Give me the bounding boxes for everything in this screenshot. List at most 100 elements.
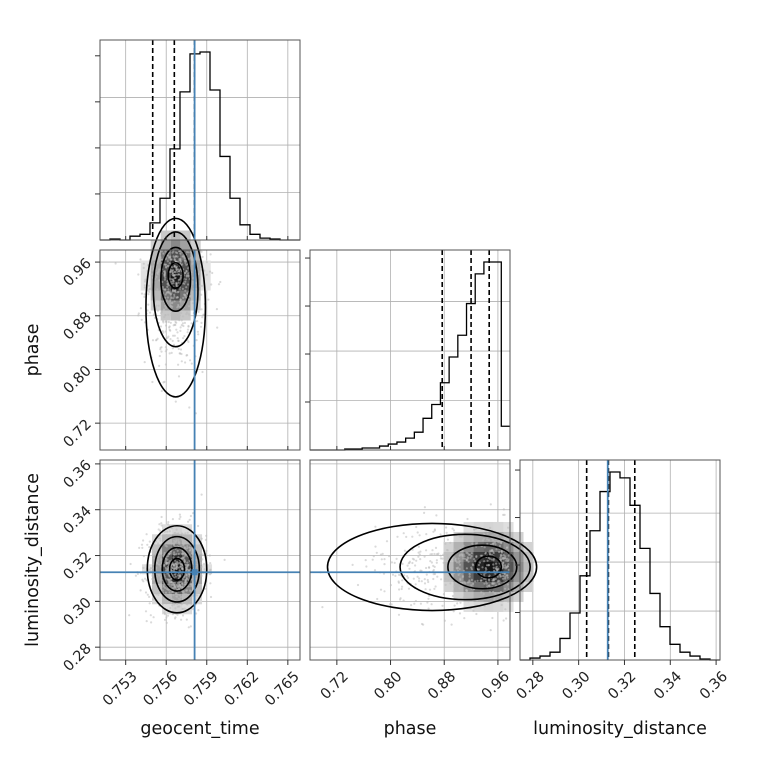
density-cell	[463, 561, 474, 572]
sample-point	[452, 610, 455, 613]
sample-point	[142, 580, 145, 583]
sample-point	[470, 555, 473, 558]
sample-point	[418, 580, 421, 583]
density-cell	[493, 561, 504, 572]
sample-point	[155, 338, 158, 341]
sample-point	[141, 578, 144, 581]
sample-point	[169, 258, 172, 261]
sample-point	[196, 546, 199, 550]
sample-point	[181, 608, 184, 611]
sample-point	[162, 584, 165, 588]
sample-point	[172, 334, 175, 337]
sample-point	[427, 566, 431, 569]
sample-point	[157, 298, 160, 301]
sample-point	[163, 553, 166, 556]
sample-point	[168, 352, 171, 355]
sample-point	[164, 293, 167, 296]
y-axis-label-luminosity-distance: luminosity_distance	[23, 473, 43, 647]
sample-point	[164, 288, 167, 291]
histogram-layer	[100, 51, 720, 661]
sample-point	[507, 558, 510, 561]
sample-point	[178, 258, 181, 261]
sample-point	[184, 280, 187, 283]
sample-point	[210, 283, 213, 286]
sample-point	[184, 361, 187, 364]
sample-point	[507, 588, 510, 591]
sample-point	[181, 614, 185, 617]
density-cell	[463, 571, 474, 582]
sample-point	[506, 576, 509, 579]
sample-point	[143, 280, 147, 283]
sample-point	[158, 293, 162, 296]
sample-point	[493, 592, 496, 595]
sample-point	[168, 270, 172, 273]
sample-point	[177, 552, 180, 556]
sample-point	[172, 553, 175, 556]
sample-point	[180, 311, 183, 315]
sample-point	[179, 534, 182, 537]
y-tick-label: 0.32	[61, 549, 95, 583]
sample-point	[172, 602, 175, 605]
sample-point	[157, 537, 160, 540]
sample-point	[168, 530, 171, 533]
sample-point	[180, 360, 183, 363]
sample-point	[179, 298, 182, 301]
sample-point	[159, 348, 162, 351]
sample-point	[468, 580, 471, 583]
sample-point	[144, 577, 147, 580]
sample-point	[443, 566, 447, 569]
sample-point	[173, 293, 176, 296]
sample-point	[198, 270, 201, 273]
sample-point	[489, 629, 492, 632]
sample-point	[383, 590, 386, 593]
sample-point	[169, 293, 173, 296]
sample-point	[401, 579, 404, 582]
sample-point	[426, 601, 429, 604]
sample-point	[197, 310, 200, 313]
density-cell	[172, 554, 183, 565]
sample-point	[501, 599, 504, 603]
sample-point	[201, 553, 204, 556]
y-axis-label-phase: phase	[23, 324, 43, 377]
density-cell	[493, 531, 504, 542]
sample-point	[162, 597, 165, 600]
sample-point	[371, 558, 374, 561]
sample-point	[159, 529, 162, 532]
sample-point	[444, 577, 447, 581]
sample-point	[170, 302, 173, 305]
sample-point	[420, 580, 423, 583]
sample-point	[423, 578, 426, 581]
density-cell	[190, 300, 201, 311]
sample-point	[174, 559, 177, 562]
sample-point	[188, 575, 191, 578]
sample-point	[161, 589, 164, 592]
sample-point	[182, 296, 185, 299]
sample-point	[150, 265, 153, 268]
sample-point	[159, 325, 163, 328]
sample-point	[372, 555, 375, 558]
contour-level	[160, 246, 192, 313]
sample-point	[499, 591, 502, 594]
sample-point	[490, 553, 493, 556]
panel-frame	[99, 39, 301, 241]
density-cell	[523, 541, 534, 552]
sample-point	[146, 593, 149, 596]
y-tick-label: 0.30	[61, 595, 95, 629]
sample-point	[415, 559, 418, 562]
sample-point	[408, 560, 411, 563]
sample-point	[432, 530, 435, 533]
sample-point	[163, 538, 166, 541]
sample-point	[472, 582, 475, 586]
sample-point	[188, 573, 191, 576]
sample-point	[505, 557, 509, 560]
sample-point	[176, 312, 179, 315]
sample-point	[504, 575, 507, 578]
sample-point	[458, 612, 462, 615]
panel-frame	[99, 249, 301, 451]
density-cell	[443, 581, 454, 592]
sample-point	[170, 351, 173, 354]
sample-point	[180, 324, 183, 327]
sample-point	[383, 563, 386, 566]
sample-point	[463, 617, 466, 620]
sample-point	[480, 554, 484, 557]
